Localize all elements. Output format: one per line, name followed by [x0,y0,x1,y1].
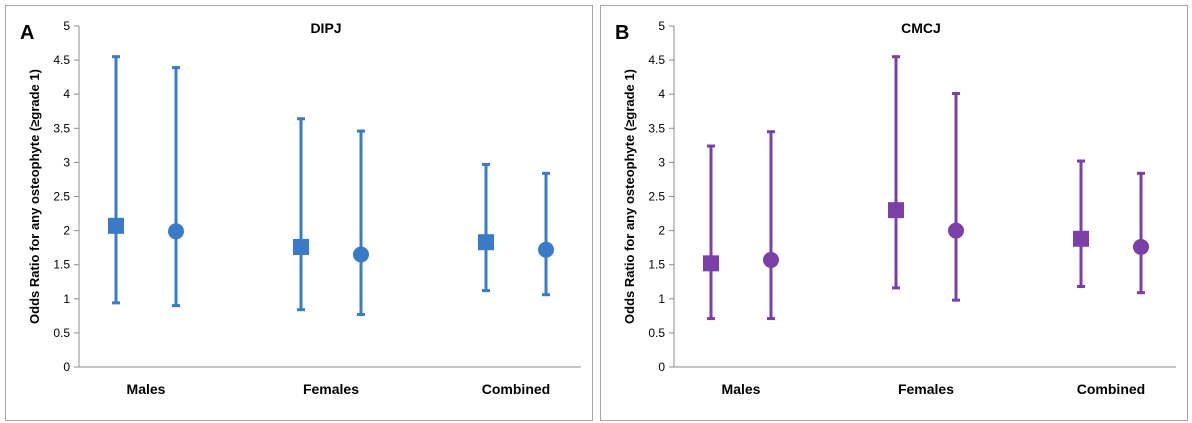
chart-b-panel-letter: B [615,22,629,44]
chart-a-square-point [108,217,124,234]
chart-a-y-tick-label: 4.5 [53,53,70,67]
chart-panel-b: B CMCJ 0 0.5 1 1.5 2 2.5 3 3.5 4 4.5 5 Odds Ratio for… [600,5,1188,421]
chart-a-category-label: Combined [482,381,550,397]
chart-a-circle-point [538,241,554,258]
chart-b-y-tick-label: 4 [658,87,665,101]
chart-b-svg: B CMCJ 0 0.5 1 1.5 2 2.5 3 3.5 4 4.5 5 Odds Ratio for… [615,19,1176,397]
chart-a-y-tick-label: 1 [63,292,70,306]
chart-b-y-tick-label: 1 [658,292,665,306]
chart-a-square-point [478,234,494,251]
chart-b-title: CMCJ [901,20,941,36]
chart-panel-a: A DIPJ 0 0.5 1 1.5 2 2.5 3 3.5 4 4.5 5 Odds Ratio for… [5,5,593,421]
chart-a-y-label: Odds Ratio for any osteophyte (≥grade 1) [27,69,42,324]
chart-b-square-point [703,255,719,272]
chart-a-y-tick-label: 2 [63,224,70,238]
chart-b-y-tick-label: 0 [658,360,665,374]
chart-a-title: DIPJ [310,20,341,36]
chart-a-y-tick-label: 0 [63,360,70,374]
chart-a-square-point [293,238,309,255]
chart-b-y-tick-label: 4.5 [648,53,665,67]
chart-b-square-point [1073,230,1089,247]
chart-b-square-point [888,202,904,219]
chart-b-circle-point [948,222,964,239]
chart-b-y-tick-label: 2 [658,224,665,238]
chart-a-svg: A DIPJ 0 0.5 1 1.5 2 2.5 3 3.5 4 4.5 5 Odds Ratio for… [20,19,581,397]
chart-b-y-tick-label: 2.5 [648,190,665,204]
chart-a-panel-letter: A [20,22,34,44]
chart-b-circle-point [1133,238,1149,255]
chart-b-circle-point [763,251,779,268]
chart-b-y-tick-label: 5 [658,19,665,33]
chart-b-category-label: Combined [1077,381,1145,397]
chart-a-y-tick-label: 1.5 [53,258,70,272]
chart-a-y-tick-label: 2.5 [53,190,70,204]
chart-a-y-tick-label: 0.5 [53,326,70,340]
chart-a-circle-point [353,246,369,263]
chart-a-category-label: Females [303,381,359,397]
chart-a-y-tick-label: 3.5 [53,121,70,135]
chart-b-category-label: Males [722,381,761,397]
chart-a-category-label: Males [127,381,166,397]
chart-b-category-label: Females [898,381,954,397]
chart-b-y-tick-label: 3.5 [648,121,665,135]
chart-a-y-tick-label: 4 [63,87,70,101]
chart-b-y-label: Odds Ratio for any osteophyte (≥grade 1) [622,69,637,324]
chart-a-y-tick-label: 3 [63,155,70,169]
chart-b-y-tick-label: 1.5 [648,258,665,272]
chart-a-y-tick-label: 5 [63,19,70,33]
chart-b-y-tick-label: 3 [658,155,665,169]
chart-b-y-tick-label: 0.5 [648,326,665,340]
chart-a-circle-point [168,223,184,240]
